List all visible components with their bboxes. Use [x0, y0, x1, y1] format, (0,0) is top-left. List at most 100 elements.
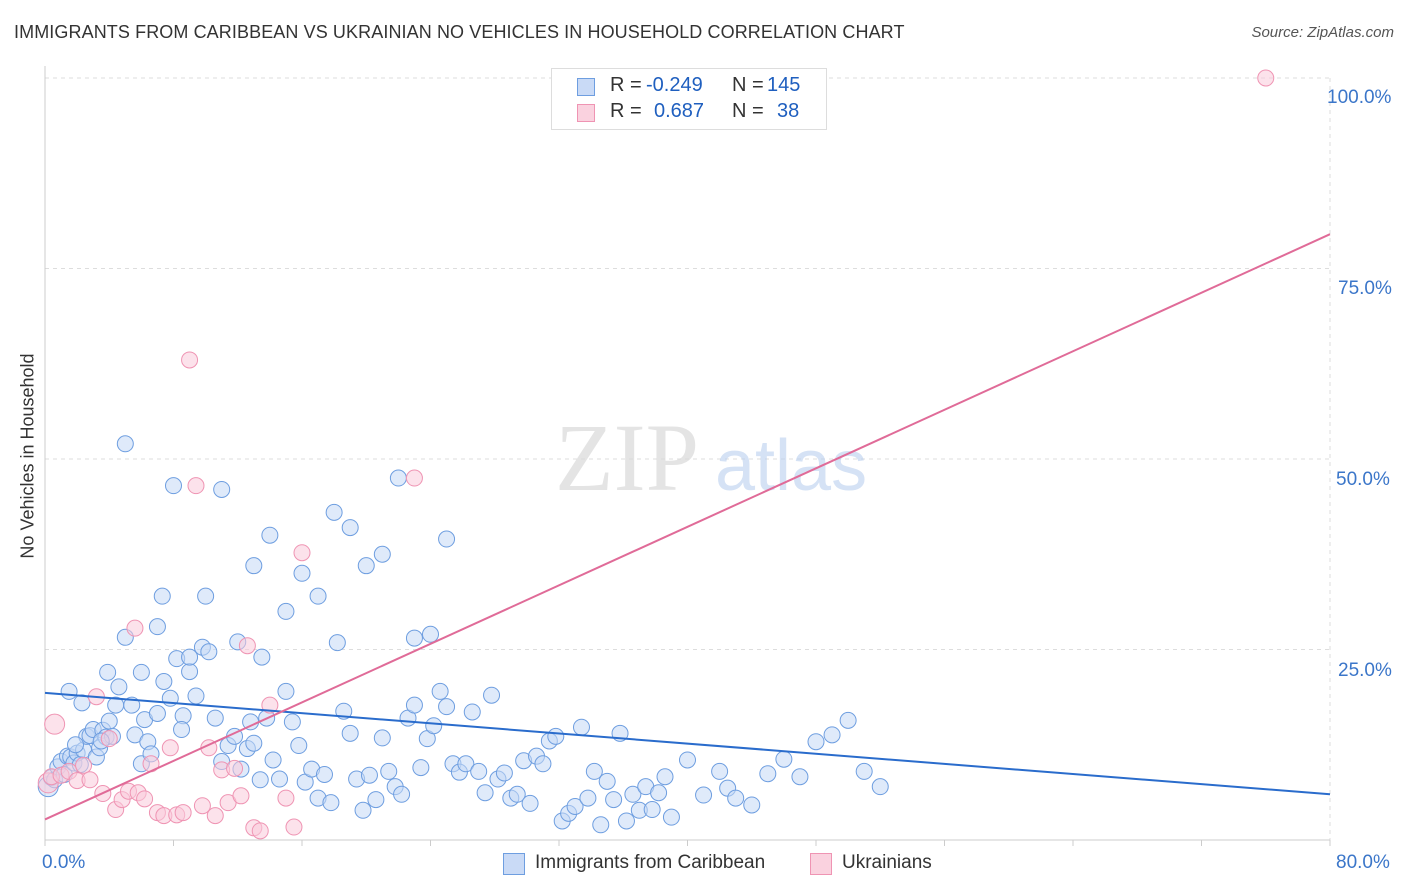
- stats-r-label: R =: [610, 100, 642, 122]
- series-ukrainians: [37, 69, 1275, 840]
- caribbean-point: [823, 726, 841, 744]
- legend-label-caribbean: Immigrants from Caribbean: [535, 852, 766, 873]
- ukrainians-point: [405, 469, 423, 487]
- caribbean-point: [656, 768, 674, 786]
- caribbean-point: [341, 724, 359, 742]
- stats-r-label: R =: [610, 74, 642, 96]
- caribbean-trend-line: [44, 691, 1331, 796]
- caribbean-point: [153, 587, 171, 605]
- ukrainians-point: [193, 797, 211, 815]
- caribbean-point: [213, 480, 231, 498]
- ukrainians-point: [126, 619, 144, 637]
- x-tick-label-min: 0.0%: [42, 852, 86, 873]
- caribbean-point: [277, 682, 295, 700]
- caribbean-point: [743, 796, 761, 814]
- caribbean-point: [495, 764, 513, 782]
- caribbean-point: [457, 755, 475, 773]
- ukrainians-point: [293, 544, 311, 562]
- ukrainians-point: [81, 771, 99, 789]
- caribbean-point: [100, 712, 118, 730]
- y-tick-label: 50.0%: [1336, 469, 1390, 490]
- stats-row-ukrainians: R = 0.687 N = 38: [552, 100, 826, 126]
- ukrainians-point: [161, 739, 179, 757]
- caribbean-point: [579, 789, 597, 807]
- stats-r-value: -0.249: [646, 74, 703, 96]
- stats-r-value: 0.687: [654, 100, 705, 122]
- caribbean-point: [293, 564, 311, 582]
- caribbean-point: [605, 791, 623, 809]
- caribbean-point: [807, 733, 825, 751]
- caribbean-point: [393, 785, 411, 803]
- caribbean-point: [197, 587, 215, 605]
- caribbean-point: [585, 762, 603, 780]
- caribbean-point: [476, 784, 494, 802]
- caribbean-point: [695, 786, 713, 804]
- caribbean-point: [521, 794, 539, 812]
- caribbean-point: [200, 643, 218, 661]
- caribbean-point: [354, 801, 372, 819]
- caribbean-point: [839, 711, 857, 729]
- caribbean-point: [483, 686, 501, 704]
- series-layer: [37, 69, 1275, 840]
- caribbean-point: [405, 629, 423, 647]
- caribbean-point: [662, 808, 680, 826]
- ukrainians-point: [187, 477, 205, 495]
- caribbean-point: [711, 762, 729, 780]
- caribbean-point: [650, 784, 668, 802]
- caribbean-point: [470, 762, 488, 780]
- caribbean-point: [425, 717, 443, 735]
- caribbean-point: [360, 766, 378, 784]
- caribbean-point: [624, 785, 642, 803]
- caribbean-point: [116, 435, 134, 453]
- x-tick-label-max: 80.0%: [1336, 852, 1390, 873]
- caribbean-point: [775, 750, 793, 768]
- caribbean-point: [261, 526, 279, 544]
- ukrainians-trend-line: [44, 233, 1331, 821]
- caribbean-point: [315, 765, 333, 783]
- stats-swatch-ukrainians: [577, 104, 595, 122]
- stats-swatch-caribbean: [577, 78, 595, 96]
- caribbean-point: [759, 765, 777, 783]
- caribbean-point: [206, 709, 224, 727]
- ukrainians-point: [44, 713, 66, 735]
- chart-title: IMMIGRANTS FROM CARIBBEAN VS UKRAINIAN N…: [14, 22, 905, 42]
- watermark-atlas: atlas: [715, 426, 867, 506]
- trend-layer: [44, 233, 1331, 821]
- ukrainians-point: [136, 790, 154, 808]
- stats-row-caribbean: R = -0.249 N = 145: [552, 74, 826, 100]
- caribbean-point: [253, 648, 271, 666]
- watermark: ZIP atlas: [555, 404, 867, 511]
- caribbean-point: [572, 718, 590, 736]
- caribbean-point: [566, 797, 584, 815]
- caribbean-point: [271, 770, 289, 788]
- caribbean-point: [727, 789, 745, 807]
- caribbean-point: [791, 768, 809, 786]
- caribbean-point: [187, 687, 205, 705]
- caribbean-point: [643, 801, 661, 819]
- stats-n-label: N =: [732, 100, 764, 122]
- caribbean-point: [463, 703, 481, 721]
- caribbean-point: [173, 721, 191, 739]
- y-tick-label: 75.0%: [1338, 278, 1392, 299]
- caribbean-point: [181, 648, 199, 666]
- caribbean-point: [855, 762, 873, 780]
- axes: [44, 66, 1331, 846]
- caribbean-point: [405, 696, 423, 714]
- caribbean-point: [373, 729, 391, 747]
- caribbean-point: [165, 477, 182, 495]
- stats-n-label: N =: [732, 74, 764, 96]
- caribbean-point: [438, 698, 456, 716]
- ukrainians-point: [251, 822, 269, 840]
- caribbean-point: [67, 736, 85, 754]
- legend-swatch-ukrainians: [810, 853, 832, 875]
- legend-swatch-caribbean: [503, 853, 525, 875]
- chart-source: Source: ZipAtlas.com: [1251, 24, 1394, 41]
- ukrainians-point: [277, 789, 295, 807]
- ukrainians-point: [206, 807, 224, 825]
- caribbean-point: [341, 519, 359, 537]
- caribbean-point: [328, 634, 346, 652]
- caribbean-point: [60, 682, 78, 700]
- watermark-zip: ZIP: [555, 404, 699, 511]
- ukrainians-point: [75, 756, 93, 774]
